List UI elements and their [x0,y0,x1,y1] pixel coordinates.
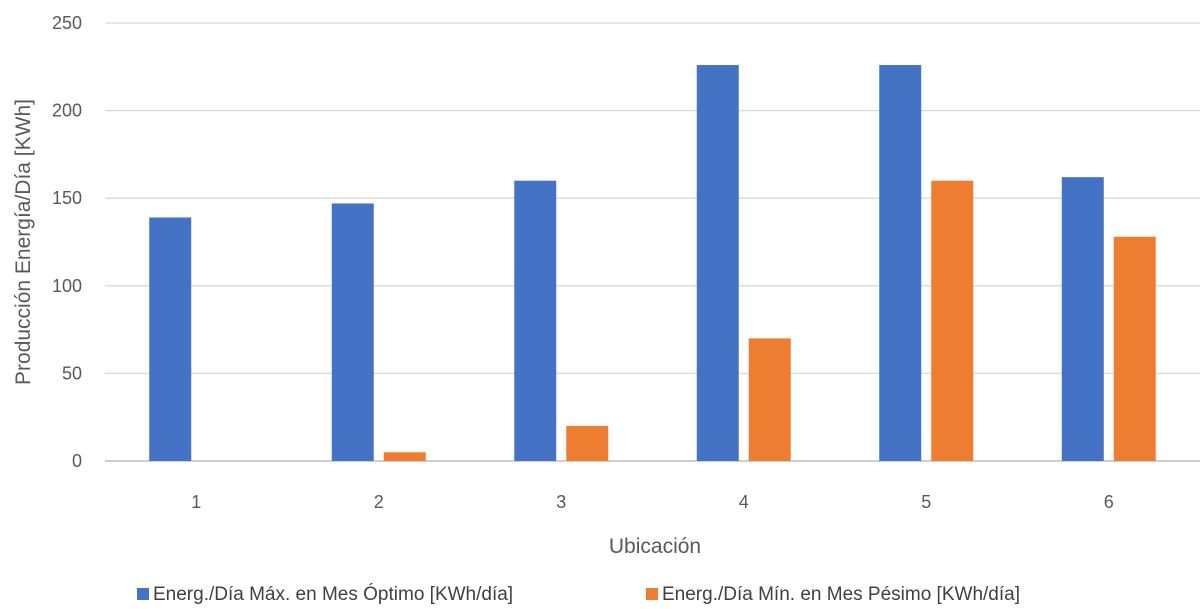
bar-series-2-category-5 [931,180,974,461]
x-tick-label: 4 [739,492,749,512]
x-axis-title: Ubicación [609,535,701,558]
y-axis-ticks: 0 50 100 150 200 250 [52,13,82,471]
x-axis-ticks: 1 2 3 4 5 6 [191,492,1114,512]
bar-series-1-category-3 [514,180,557,461]
bar-series-2-category-3 [566,425,609,461]
legend-swatch-1 [137,588,149,600]
bar-series-1-category-2 [331,203,374,461]
y-axis-title: Producción Energía/Día [KWh] [12,99,35,385]
legend-label-1: Energ./Día Máx. en Mes Óptimo [KWh/día] [153,583,513,605]
legend: Energ./Día Máx. en Mes Óptimo [KWh/día] E… [137,583,1020,605]
y-tick-label: 200 [52,101,82,121]
y-tick-label: 100 [52,276,82,296]
bars [149,65,1156,461]
gridlines [105,22,1200,462]
bar-series-2-category-4 [748,338,791,461]
bar-series-2-category-6 [1113,236,1156,461]
bar-series-1-category-6 [1061,177,1104,461]
x-tick-label: 5 [921,492,931,512]
x-tick-label: 2 [374,492,384,512]
x-tick-label: 1 [191,492,201,512]
bar-series-2-category-2 [383,452,426,461]
y-tick-label: 0 [72,451,82,471]
x-tick-label: 6 [1104,492,1114,512]
bar-series-1-category-1 [149,217,192,461]
bar-series-1-category-5 [879,65,922,461]
bar-series-1-category-4 [696,65,739,461]
y-tick-label: 50 [62,363,82,383]
legend-label-2: Energ./Día Mín. en Mes Pésimo [KWh/día] [662,584,1020,605]
y-tick-label: 250 [52,13,82,33]
legend-swatch-2 [646,588,658,600]
x-tick-label: 3 [556,492,566,512]
y-tick-label: 150 [52,188,82,208]
